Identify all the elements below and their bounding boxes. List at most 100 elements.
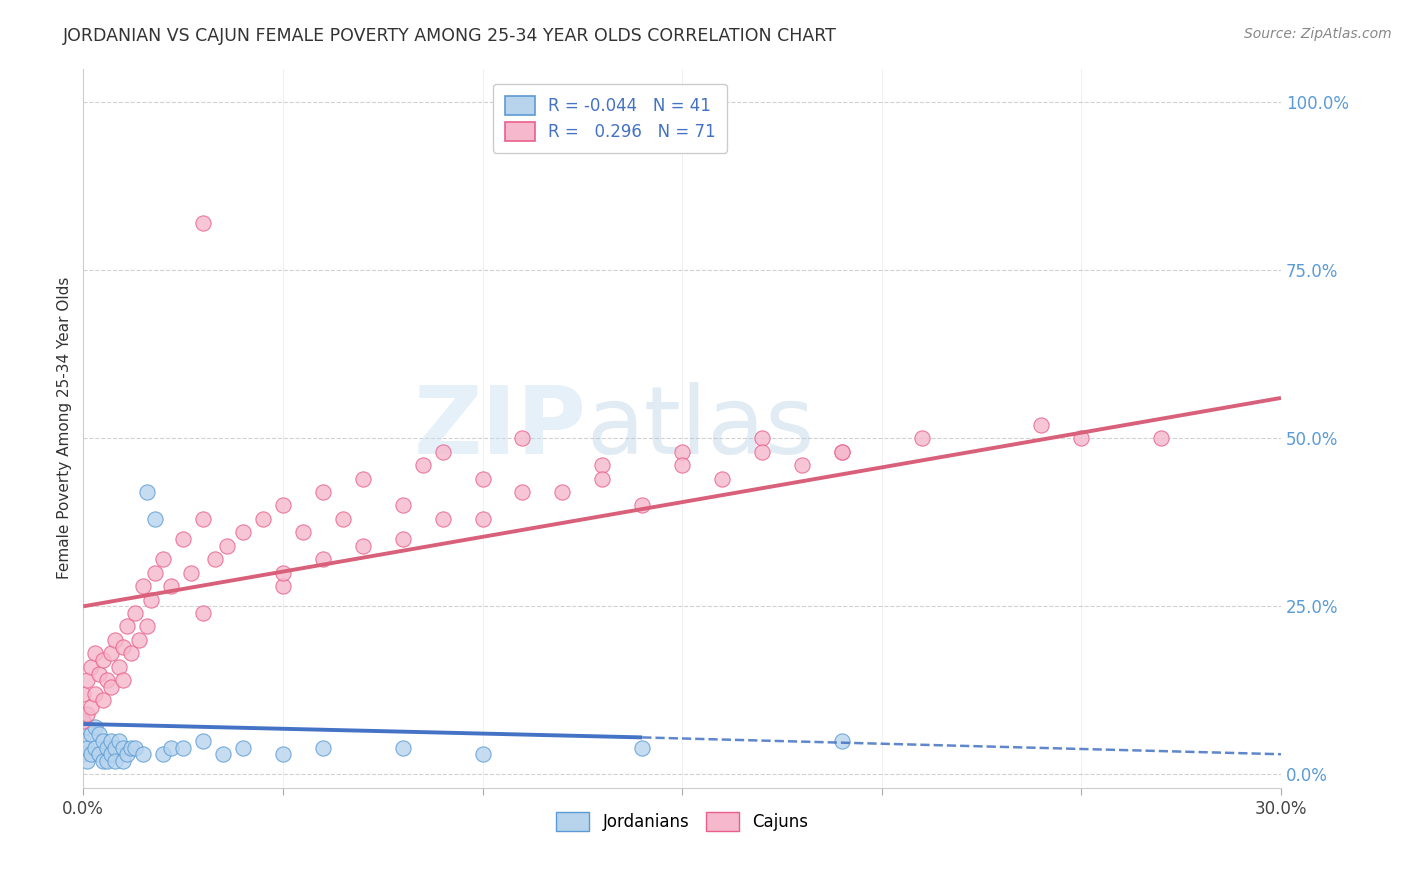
Point [232, 525, 254, 540]
Point [412, 458, 434, 472]
Point [91, 733, 114, 747]
Point [751, 444, 773, 458]
Point [132, 579, 155, 593]
Point [204, 552, 226, 566]
Point [191, 216, 214, 230]
Point [72, 714, 94, 728]
Point [84, 687, 107, 701]
Point [108, 660, 131, 674]
Point [84, 646, 107, 660]
Point [711, 472, 734, 486]
Point [124, 606, 146, 620]
Point [471, 747, 494, 762]
Point [72, 714, 94, 728]
Point [191, 606, 214, 620]
Point [112, 640, 135, 654]
Text: JORDANIAN VS CAJUN FEMALE POVERTY AMONG 25-34 YEAR OLDS CORRELATION CHART: JORDANIAN VS CAJUN FEMALE POVERTY AMONG … [63, 27, 837, 45]
Point [790, 458, 813, 472]
Point [80, 727, 103, 741]
Point [104, 754, 127, 768]
Point [136, 619, 159, 633]
Point [551, 485, 574, 500]
Y-axis label: Female Poverty Among 25-34 Year Olds: Female Poverty Among 25-34 Year Olds [58, 277, 72, 580]
Point [312, 740, 335, 755]
Point [84, 740, 107, 755]
Point [115, 747, 138, 762]
Point [831, 444, 853, 458]
Point [191, 733, 214, 747]
Point [120, 740, 142, 755]
Point [112, 740, 135, 755]
Point [112, 754, 135, 768]
Point [215, 539, 238, 553]
Point [91, 693, 114, 707]
Point [831, 444, 853, 458]
Point [80, 700, 103, 714]
Point [1070, 431, 1092, 445]
Point [80, 660, 103, 674]
Point [391, 532, 413, 546]
Point [152, 747, 174, 762]
Point [115, 619, 138, 633]
Point [751, 431, 773, 445]
Point [432, 512, 454, 526]
Point [100, 680, 122, 694]
Point [631, 740, 654, 755]
Point [271, 579, 294, 593]
Point [212, 747, 235, 762]
Point [512, 431, 534, 445]
Text: atlas: atlas [586, 382, 814, 475]
Point [180, 566, 202, 580]
Legend: Jordanians, Cajuns: Jordanians, Cajuns [543, 798, 823, 844]
Point [152, 552, 174, 566]
Point [120, 646, 142, 660]
Point [91, 653, 114, 667]
Point [591, 472, 613, 486]
Point [104, 632, 127, 647]
Point [76, 706, 98, 721]
Point [143, 566, 166, 580]
Point [831, 733, 853, 747]
Point [352, 472, 374, 486]
Point [432, 444, 454, 458]
Point [124, 740, 146, 755]
Point [471, 512, 494, 526]
Point [76, 740, 98, 755]
Point [100, 646, 122, 660]
Text: Source: ZipAtlas.com: Source: ZipAtlas.com [1244, 27, 1392, 41]
Point [271, 747, 294, 762]
Point [172, 532, 194, 546]
Point [72, 733, 94, 747]
Point [89, 747, 111, 762]
Point [76, 720, 98, 734]
Point [471, 472, 494, 486]
Point [76, 754, 98, 768]
Point [291, 525, 314, 540]
Point [80, 747, 103, 762]
Point [84, 720, 107, 734]
Point [271, 566, 294, 580]
Point [96, 740, 118, 755]
Point [671, 444, 693, 458]
Point [136, 485, 159, 500]
Point [191, 512, 214, 526]
Point [512, 485, 534, 500]
Point [332, 512, 354, 526]
Point [312, 552, 335, 566]
Point [160, 740, 183, 755]
Point [100, 747, 122, 762]
Point [132, 747, 155, 762]
Point [271, 499, 294, 513]
Point [89, 727, 111, 741]
Point [160, 579, 183, 593]
Point [96, 754, 118, 768]
Point [112, 673, 135, 688]
Point [911, 431, 934, 445]
Point [1150, 431, 1173, 445]
Point [143, 512, 166, 526]
Point [172, 740, 194, 755]
Point [72, 747, 94, 762]
Point [352, 539, 374, 553]
Point [108, 733, 131, 747]
Point [100, 733, 122, 747]
